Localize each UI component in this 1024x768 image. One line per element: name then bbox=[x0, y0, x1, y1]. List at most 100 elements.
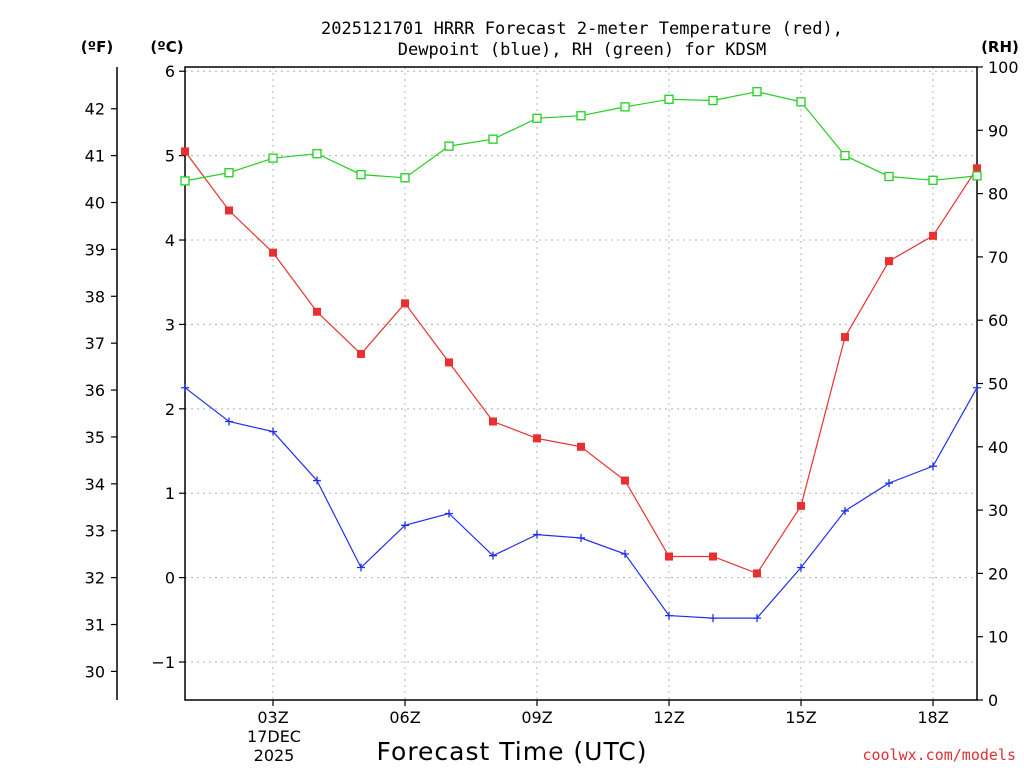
chart-title-line-1: 2025121701 HRRR Forecast 2-meter Tempera… bbox=[321, 19, 843, 39]
celsius-tick-label: 0 bbox=[165, 569, 175, 588]
rh-tick-label: 40 bbox=[988, 438, 1008, 457]
celsius-tick-label: −1 bbox=[151, 653, 175, 672]
dewpoint-point bbox=[269, 427, 277, 436]
rh-point bbox=[576, 111, 586, 121]
rh-tick-label: 30 bbox=[988, 501, 1008, 520]
temperature-point bbox=[401, 299, 409, 308]
rh-point bbox=[620, 102, 630, 112]
dewpoint-point bbox=[929, 462, 937, 471]
fahrenheit-tick-label: 33 bbox=[85, 522, 105, 541]
dewpoint-point bbox=[533, 530, 541, 539]
dewpoint-point bbox=[841, 506, 849, 515]
x-tick-label: 03Z bbox=[257, 708, 288, 727]
temperature-point bbox=[709, 552, 717, 561]
rh-point bbox=[884, 171, 894, 182]
fahrenheit-tick-label: 31 bbox=[85, 616, 105, 635]
rh-point bbox=[268, 153, 278, 163]
temperature-point bbox=[885, 257, 893, 266]
dewpoint-point bbox=[313, 476, 321, 485]
rh-point bbox=[180, 176, 190, 186]
temperature-point bbox=[753, 569, 761, 578]
rh-tick-label: 10 bbox=[988, 628, 1008, 647]
rh-point bbox=[928, 175, 938, 185]
celsius-tick-label: 6 bbox=[165, 62, 175, 81]
temperature-point bbox=[533, 434, 541, 443]
dewpoint-point bbox=[577, 533, 585, 542]
credit-link[interactable]: coolwx.com/models bbox=[862, 746, 1016, 764]
rh-unit-label: (RH) bbox=[981, 38, 1019, 56]
rh-series-line bbox=[184, 91, 978, 182]
rh-point bbox=[708, 95, 718, 106]
x-axis-title: Forecast Time (UTC) bbox=[377, 737, 648, 766]
rh-tick-label: 80 bbox=[988, 185, 1008, 204]
celsius-tick-label: 1 bbox=[165, 484, 175, 503]
temperature-point bbox=[929, 231, 937, 240]
fahrenheit-tick-label: 34 bbox=[85, 475, 105, 494]
rh-point bbox=[312, 149, 322, 159]
x-tick-label: 15Z bbox=[785, 708, 816, 727]
rh-point bbox=[224, 168, 234, 178]
dewpoint-series-line bbox=[184, 387, 978, 619]
temperature-point bbox=[313, 307, 321, 316]
dewpoint-point bbox=[401, 521, 409, 530]
temperature-point bbox=[225, 206, 233, 215]
rh-point bbox=[532, 113, 542, 123]
rh-tick-label: 90 bbox=[988, 121, 1008, 140]
dewpoint-point bbox=[489, 551, 497, 560]
dewpoint-point bbox=[665, 611, 673, 620]
fahrenheit-tick-label: 37 bbox=[85, 334, 105, 353]
x-tick-label: 12Z bbox=[653, 708, 684, 727]
data-series bbox=[180, 87, 982, 623]
rh-tick-label: 100 bbox=[988, 58, 1019, 77]
temperature-point bbox=[621, 476, 629, 485]
rh-tick-label: 20 bbox=[988, 564, 1008, 583]
temperature-point bbox=[181, 147, 189, 156]
rh-tick-label: 50 bbox=[988, 375, 1008, 394]
fahrenheit-tick-label: 30 bbox=[85, 662, 105, 681]
rh-tick-label: 70 bbox=[988, 248, 1008, 267]
fahrenheit-tick-label: 35 bbox=[85, 428, 105, 447]
date-day-label: 17DEC bbox=[247, 727, 301, 746]
fahrenheit-unit-label: (ºF) bbox=[81, 38, 113, 56]
dewpoint-point bbox=[181, 383, 189, 392]
x-tick-label: 18Z bbox=[917, 708, 948, 727]
x-tick-label: 09Z bbox=[521, 708, 552, 727]
date-year-label: 2025 bbox=[254, 746, 295, 765]
rh-point bbox=[356, 169, 366, 180]
rh-point bbox=[488, 134, 498, 144]
celsius-tick-label: 3 bbox=[165, 315, 175, 334]
dewpoint-point bbox=[621, 549, 629, 558]
rh-point bbox=[796, 97, 806, 107]
rh-point bbox=[400, 173, 410, 183]
dewpoint-point bbox=[973, 383, 981, 392]
dewpoint-point bbox=[709, 614, 717, 623]
fahrenheit-tick-label: 32 bbox=[85, 569, 105, 588]
celsius-unit-label: (ºC) bbox=[150, 38, 183, 56]
dewpoint-point bbox=[225, 417, 233, 426]
fahrenheit-tick-label: 38 bbox=[85, 287, 105, 306]
rh-point bbox=[972, 171, 982, 181]
temperature-series-line bbox=[184, 151, 978, 575]
dewpoint-point bbox=[797, 563, 805, 572]
dewpoint-point bbox=[445, 509, 453, 518]
rh-point bbox=[664, 94, 674, 104]
celsius-tick-label: 2 bbox=[165, 400, 175, 419]
axes: −101234563031323334353637383940414201020… bbox=[85, 58, 1019, 727]
dewpoint-point bbox=[357, 563, 365, 572]
fahrenheit-tick-label: 36 bbox=[85, 381, 105, 400]
temperature-point bbox=[489, 417, 497, 426]
chart-title-line-2: Dewpoint (blue), RH (green) for KDSM bbox=[398, 40, 766, 60]
temperature-point bbox=[665, 552, 673, 561]
fahrenheit-tick-label: 40 bbox=[85, 194, 105, 213]
temperature-point bbox=[577, 442, 585, 451]
temperature-point bbox=[973, 164, 981, 173]
rh-tick-label: 60 bbox=[988, 311, 1008, 330]
celsius-tick-label: 5 bbox=[165, 147, 175, 166]
rh-point bbox=[752, 87, 762, 97]
fahrenheit-tick-label: 41 bbox=[85, 147, 105, 166]
dewpoint-point bbox=[885, 479, 893, 488]
dewpoint-point bbox=[753, 614, 761, 623]
rh-tick-label: 0 bbox=[988, 691, 998, 710]
temperature-point bbox=[841, 333, 849, 342]
